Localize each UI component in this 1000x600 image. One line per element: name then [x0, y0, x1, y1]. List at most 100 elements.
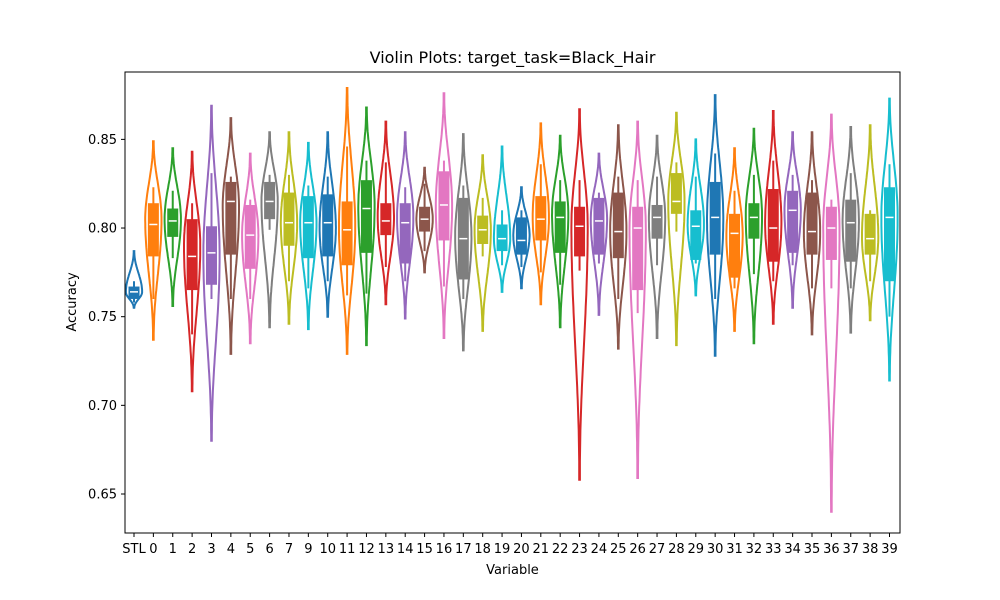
y-tick-label: 0.80: [88, 222, 117, 237]
x-tick-label: 28: [668, 542, 685, 557]
violin-outline: [492, 145, 512, 293]
violin-iqr-box: [748, 203, 760, 239]
violin-iqr-box: [225, 181, 237, 255]
violin-outline: [124, 250, 144, 309]
x-tick-label: 22: [552, 542, 569, 557]
violin-iqr-box: [186, 219, 198, 291]
x-tick-label: 3: [207, 542, 215, 557]
violin-iqr-box: [709, 181, 721, 255]
violin-outline: [473, 154, 492, 332]
x-tick-label: 34: [784, 542, 801, 557]
violin-15: [415, 166, 434, 274]
plot-frame: [124, 71, 901, 534]
x-axis-label: Variable: [486, 563, 539, 578]
violin-0: [144, 140, 163, 341]
x-tick-label: 25: [610, 542, 627, 557]
violin-32: [744, 127, 763, 345]
violin-37: [841, 126, 860, 334]
violin-iqr-box: [632, 206, 644, 291]
violin-outline: [221, 117, 240, 355]
x-tick-label: 5: [246, 542, 254, 557]
violin-iqr-box: [884, 187, 895, 282]
x-tick-label: 6: [265, 542, 273, 557]
violin-30: [706, 94, 725, 357]
x-tick-label: 9: [304, 542, 312, 557]
violin-iqr-box: [787, 190, 799, 253]
violin-iqr-box: [651, 204, 663, 239]
x-tick-label: 2: [188, 542, 196, 557]
violin-17: [454, 133, 473, 352]
violin-iqr-box: [535, 196, 547, 241]
violin-27: [647, 134, 667, 339]
violin-26: [628, 120, 647, 479]
violin-9: [299, 141, 318, 331]
violin-6: [260, 131, 279, 329]
violin-22: [550, 134, 570, 329]
x-tick-label: 32: [746, 542, 763, 557]
violin-31: [725, 147, 744, 332]
x-tick-label: 24: [591, 542, 608, 557]
violin-iqr-box: [322, 194, 334, 257]
violin-outline: [260, 131, 279, 329]
x-tick-label: 21: [533, 542, 550, 557]
violin-iqr-box: [690, 210, 702, 260]
violin-iqr-box: [825, 206, 837, 260]
violin-iqr-box: [147, 203, 159, 257]
violin-outline: [241, 152, 260, 345]
violin-28: [667, 111, 686, 347]
x-tick-label: 13: [378, 542, 395, 557]
x-tick-label: 10: [319, 542, 336, 557]
violin-39: [880, 97, 899, 382]
violin-outline: [628, 120, 647, 479]
violin-iqr-box: [380, 203, 392, 236]
violin-iqr-box: [729, 213, 741, 278]
violin-outline: [202, 104, 221, 442]
violin-iqr-box: [864, 213, 876, 255]
x-tick-label: 0: [149, 542, 157, 557]
x-tick-label: 18: [474, 542, 491, 557]
violin-18: [473, 154, 492, 332]
violin-iqr-box: [767, 189, 779, 262]
x-tick-label: STL: [122, 542, 146, 557]
violin-outline: [299, 141, 318, 331]
x-tick-label: 37: [842, 542, 859, 557]
violin-outline: [822, 113, 841, 513]
violin-outline: [318, 131, 337, 318]
violin-outline: [609, 124, 628, 350]
chart-title: Violin Plots: target_task=Black_Hair: [370, 48, 656, 68]
violin-iqr-box: [515, 217, 527, 255]
violin-3: [202, 104, 221, 442]
violin-iqr-box: [806, 192, 818, 255]
violin-iqr-box: [128, 286, 140, 299]
x-tick-label: 7: [285, 542, 293, 557]
x-tick-label: 31: [726, 542, 743, 557]
violin-2: [183, 150, 202, 393]
x-tick-label: 36: [823, 542, 840, 557]
violin-iqr-box: [612, 192, 624, 259]
violin-outline: [376, 120, 395, 306]
y-axis-label: Accuracy: [65, 272, 80, 332]
violin-iqr-box: [554, 201, 566, 253]
violin-iqr-box: [670, 173, 682, 214]
violin-group: [124, 87, 899, 513]
violin-29: [686, 138, 705, 297]
violin-16: [434, 92, 454, 339]
violin-outline: [647, 134, 667, 339]
violin-outline: [415, 166, 434, 274]
x-tick-label: 39: [881, 542, 898, 557]
violin-33: [764, 110, 783, 325]
violin-iqr-box: [341, 201, 353, 266]
violin-outline: [357, 106, 376, 347]
violin-36: [822, 113, 841, 513]
violin-outline: [434, 92, 454, 339]
violin-outline: [802, 131, 822, 336]
violin-outline: [144, 140, 163, 341]
violin-5: [241, 152, 260, 345]
violin-iqr-box: [574, 206, 586, 257]
violin-iqr-box: [264, 181, 276, 220]
violin-iqr-box: [167, 208, 179, 237]
violin-outline: [454, 133, 473, 352]
violin-outline: [338, 87, 357, 355]
x-axis: STL 0 1 2 3 4 5 6 7 9 10 11 12 13 14 15 16 17 18 19 20 21 22 23…: [122, 533, 898, 557]
